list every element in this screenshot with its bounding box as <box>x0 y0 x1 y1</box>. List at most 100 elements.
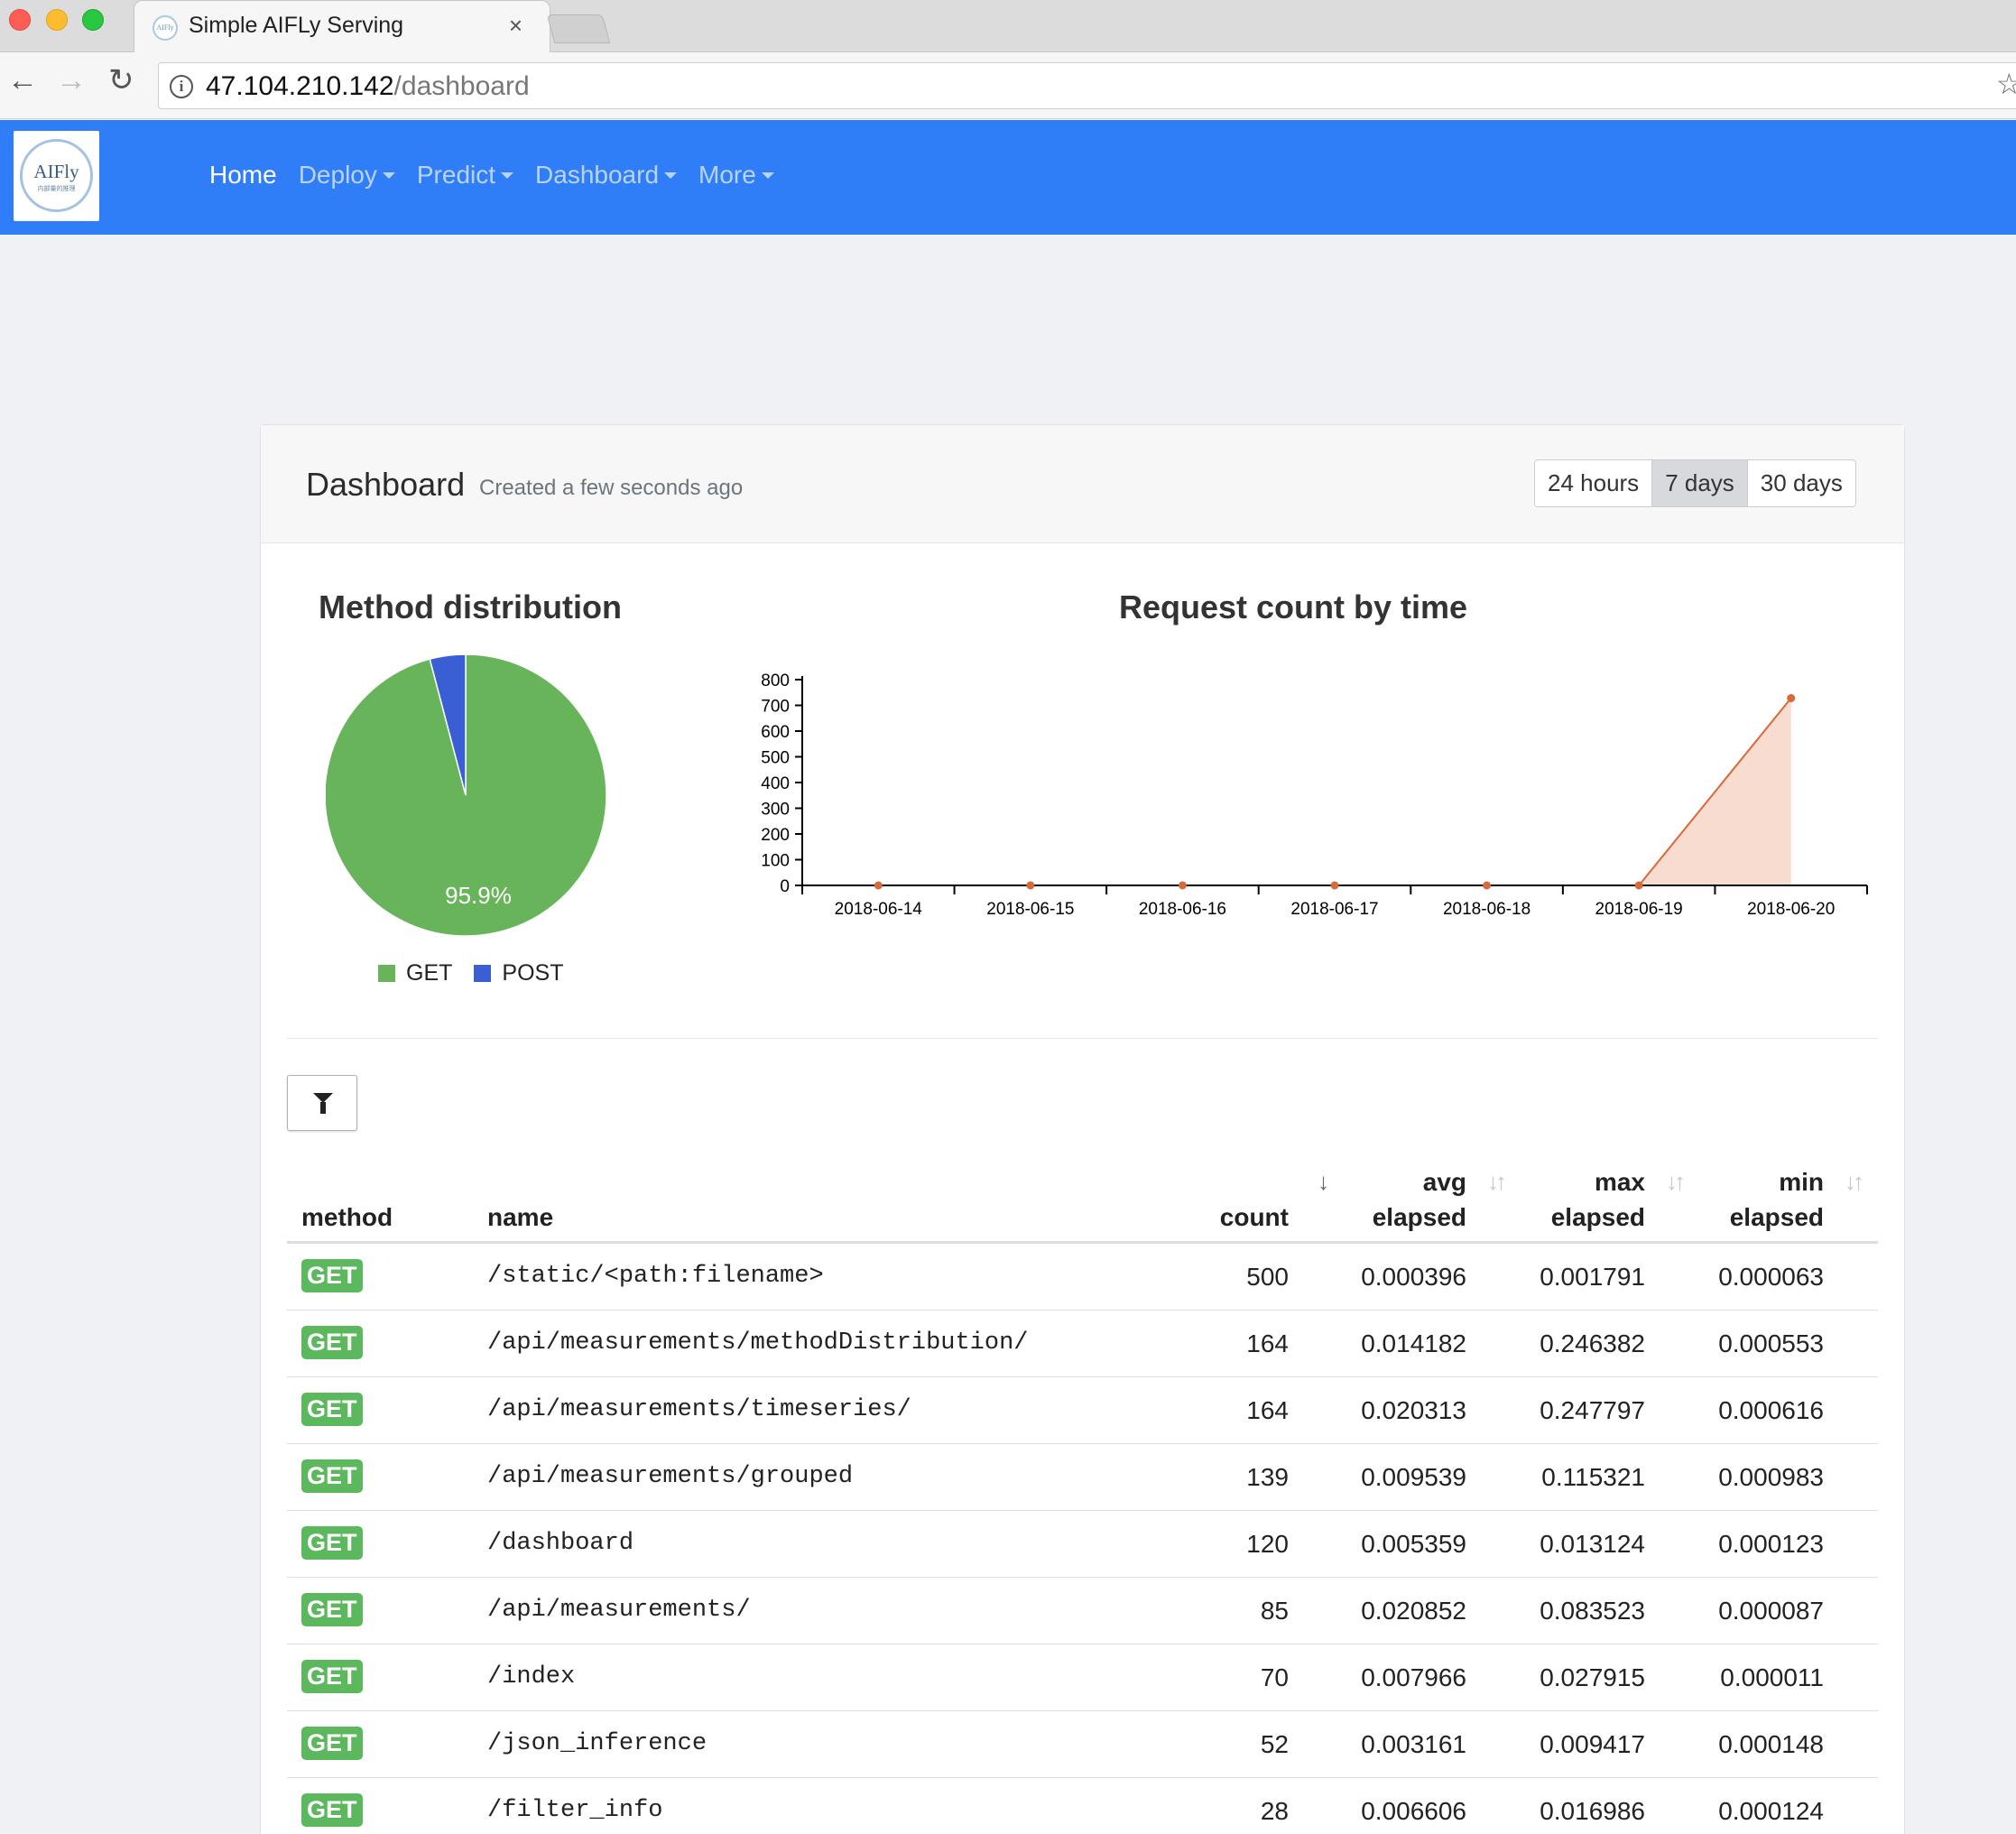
avg-elapsed-cell: 0.020852 <box>1361 1597 1466 1625</box>
x-tick-label: 2018-06-20 <box>1747 900 1835 919</box>
table-row[interactable]: GET /dashboard 120 0.005359 0.013124 0.0… <box>287 1511 1878 1578</box>
max-elapsed-cell: 0.247797 <box>1540 1396 1645 1424</box>
filter-icon-stem <box>320 1102 326 1114</box>
table-header: method name ↓ count ↓↑ avg elapsed ↓↑ ma… <box>287 1161 1878 1244</box>
nav-home[interactable]: Home <box>209 161 277 189</box>
avg-elapsed-cell: 0.000396 <box>1361 1263 1466 1291</box>
count-cell: 139 <box>1246 1463 1289 1491</box>
url-path: /dashboard <box>393 71 530 101</box>
data-point <box>1026 881 1035 890</box>
min-elapsed-cell: 0.000011 <box>1720 1663 1824 1691</box>
range-30-days-button[interactable]: 30 days <box>1746 460 1855 506</box>
header-min-top[interactable]: min <box>1779 1168 1824 1196</box>
avg-elapsed-cell: 0.003161 <box>1361 1730 1466 1758</box>
table-row[interactable]: GET /api/measurements/ 85 0.020852 0.083… <box>287 1578 1878 1644</box>
pie-chart-title: Method distribution <box>319 588 622 625</box>
new-tab-button[interactable] <box>546 14 611 43</box>
y-tick-label: 200 <box>761 826 790 845</box>
x-tick-label: 2018-06-16 <box>1139 900 1226 919</box>
method-badge: GET <box>301 1393 363 1426</box>
header-avg-top[interactable]: avg <box>1422 1168 1466 1196</box>
table-row[interactable]: GET /index 70 0.007966 0.027915 0.000011 <box>287 1644 1878 1711</box>
area-fill <box>878 698 1791 885</box>
table-row[interactable]: GET /api/measurements/methodDistribution… <box>287 1311 1878 1377</box>
tab-title: Simple AIFLy Serving <box>189 13 404 38</box>
table-row[interactable]: GET /filter_info 28 0.006606 0.016986 0.… <box>287 1778 1878 1834</box>
table-row[interactable]: GET /json_inference 52 0.003161 0.009417… <box>287 1711 1878 1778</box>
bookmark-star-icon[interactable]: ☆ <box>1996 68 2016 100</box>
endpoint-name: /static/<path:filename> <box>487 1263 824 1290</box>
endpoint-name: /api/measurements/ <box>487 1597 751 1624</box>
sort-max-icon[interactable]: ↓↑ <box>1666 1168 1686 1195</box>
reload-icon[interactable]: ↻ <box>108 63 134 97</box>
sort-avg-icon[interactable]: ↓↑ <box>1487 1168 1507 1195</box>
x-tick-label: 2018-06-15 <box>986 900 1074 919</box>
table-row[interactable]: GET /api/measurements/timeseries/ 164 0.… <box>287 1377 1878 1444</box>
tab-close-icon[interactable]: × <box>508 12 522 39</box>
count-cell: 500 <box>1246 1263 1289 1291</box>
avg-elapsed-cell: 0.007966 <box>1361 1663 1466 1691</box>
min-elapsed-cell: 0.000148 <box>1718 1730 1824 1758</box>
nav-links: Home Deploy Predict Dashboard More <box>209 161 774 190</box>
data-point <box>1178 881 1187 890</box>
info-icon[interactable]: i <box>170 75 193 98</box>
header-method[interactable]: method <box>301 1203 393 1231</box>
count-cell: 120 <box>1246 1530 1289 1558</box>
nav-deploy-dropdown[interactable]: Deploy <box>299 161 395 190</box>
time-range-selector: 24 hours 7 days 30 days <box>1534 459 1856 507</box>
max-elapsed-cell: 0.013124 <box>1540 1530 1645 1558</box>
y-tick-label: 500 <box>761 749 790 768</box>
range-7-days-button[interactable]: 7 days <box>1651 460 1747 506</box>
close-window-button[interactable] <box>9 9 31 31</box>
method-badge: GET <box>301 1727 363 1760</box>
table-row[interactable]: GET /static/<path:filename> 500 0.000396… <box>287 1244 1878 1311</box>
nav-more-dropdown[interactable]: More <box>698 161 774 190</box>
favicon-icon: AIFly <box>153 15 178 41</box>
browser-tab[interactable]: AIFly Simple AIFLy Serving × <box>134 0 550 53</box>
data-point <box>1787 694 1796 703</box>
address-bar[interactable]: i 47.104.210.142/dashboard <box>158 62 2016 109</box>
nav-predict-dropdown[interactable]: Predict <box>417 161 513 190</box>
sort-min-icon[interactable]: ↓↑ <box>1845 1168 1864 1195</box>
logo-subtext: 内部量的推理 <box>37 186 76 192</box>
x-tick-label: 2018-06-19 <box>1595 900 1683 919</box>
back-arrow-icon[interactable]: ← <box>7 63 38 97</box>
min-elapsed-cell: 0.000983 <box>1718 1463 1824 1491</box>
nav-dashboard-dropdown[interactable]: Dashboard <box>535 161 677 190</box>
pie-legend: GET POST <box>378 960 585 986</box>
y-tick-label: 400 <box>761 774 790 793</box>
zoom-window-button[interactable] <box>82 9 104 31</box>
y-tick-label: 100 <box>761 852 790 871</box>
header-count[interactable]: count <box>1219 1203 1289 1231</box>
url-text[interactable]: 47.104.210.142/dashboard <box>206 71 530 102</box>
x-tick-label: 2018-06-17 <box>1290 900 1378 919</box>
sort-desc-icon[interactable]: ↓ <box>1318 1168 1329 1195</box>
method-badge: GET <box>301 1459 363 1493</box>
min-elapsed-cell: 0.000123 <box>1718 1530 1824 1558</box>
min-elapsed-cell: 0.000087 <box>1718 1597 1824 1625</box>
header-max-bottom[interactable]: elapsed <box>1550 1203 1645 1231</box>
header-name[interactable]: name <box>487 1203 554 1231</box>
range-24-hours-button[interactable]: 24 hours <box>1535 460 1652 506</box>
method-distribution-chart: 95.9% <box>326 655 607 937</box>
max-elapsed-cell: 0.246382 <box>1540 1329 1645 1357</box>
max-elapsed-cell: 0.083523 <box>1540 1597 1645 1625</box>
header-max-top[interactable]: max <box>1594 1168 1645 1196</box>
min-elapsed-cell: 0.000124 <box>1718 1797 1824 1825</box>
count-cell: 70 <box>1260 1663 1289 1691</box>
table-row[interactable]: GET /api/measurements/grouped 139 0.0095… <box>287 1444 1878 1511</box>
aifly-logo[interactable]: AIFly 内部量的推理 <box>14 131 99 221</box>
x-tick-label: 2018-06-14 <box>835 900 923 919</box>
legend-get-swatch <box>378 965 395 982</box>
logo-text: AIFly <box>33 161 79 182</box>
minimize-window-button[interactable] <box>46 9 68 31</box>
header-min-bottom[interactable]: elapsed <box>1729 1203 1824 1231</box>
forward-arrow-icon[interactable]: → <box>56 63 87 97</box>
min-elapsed-cell: 0.000063 <box>1718 1263 1824 1291</box>
header-avg-bottom[interactable]: elapsed <box>1372 1203 1466 1231</box>
method-badge: GET <box>301 1326 363 1359</box>
filter-button[interactable] <box>287 1075 357 1131</box>
data-point <box>1634 881 1643 890</box>
avg-elapsed-cell: 0.020313 <box>1361 1396 1466 1424</box>
endpoint-name: /dashboard <box>487 1530 634 1557</box>
